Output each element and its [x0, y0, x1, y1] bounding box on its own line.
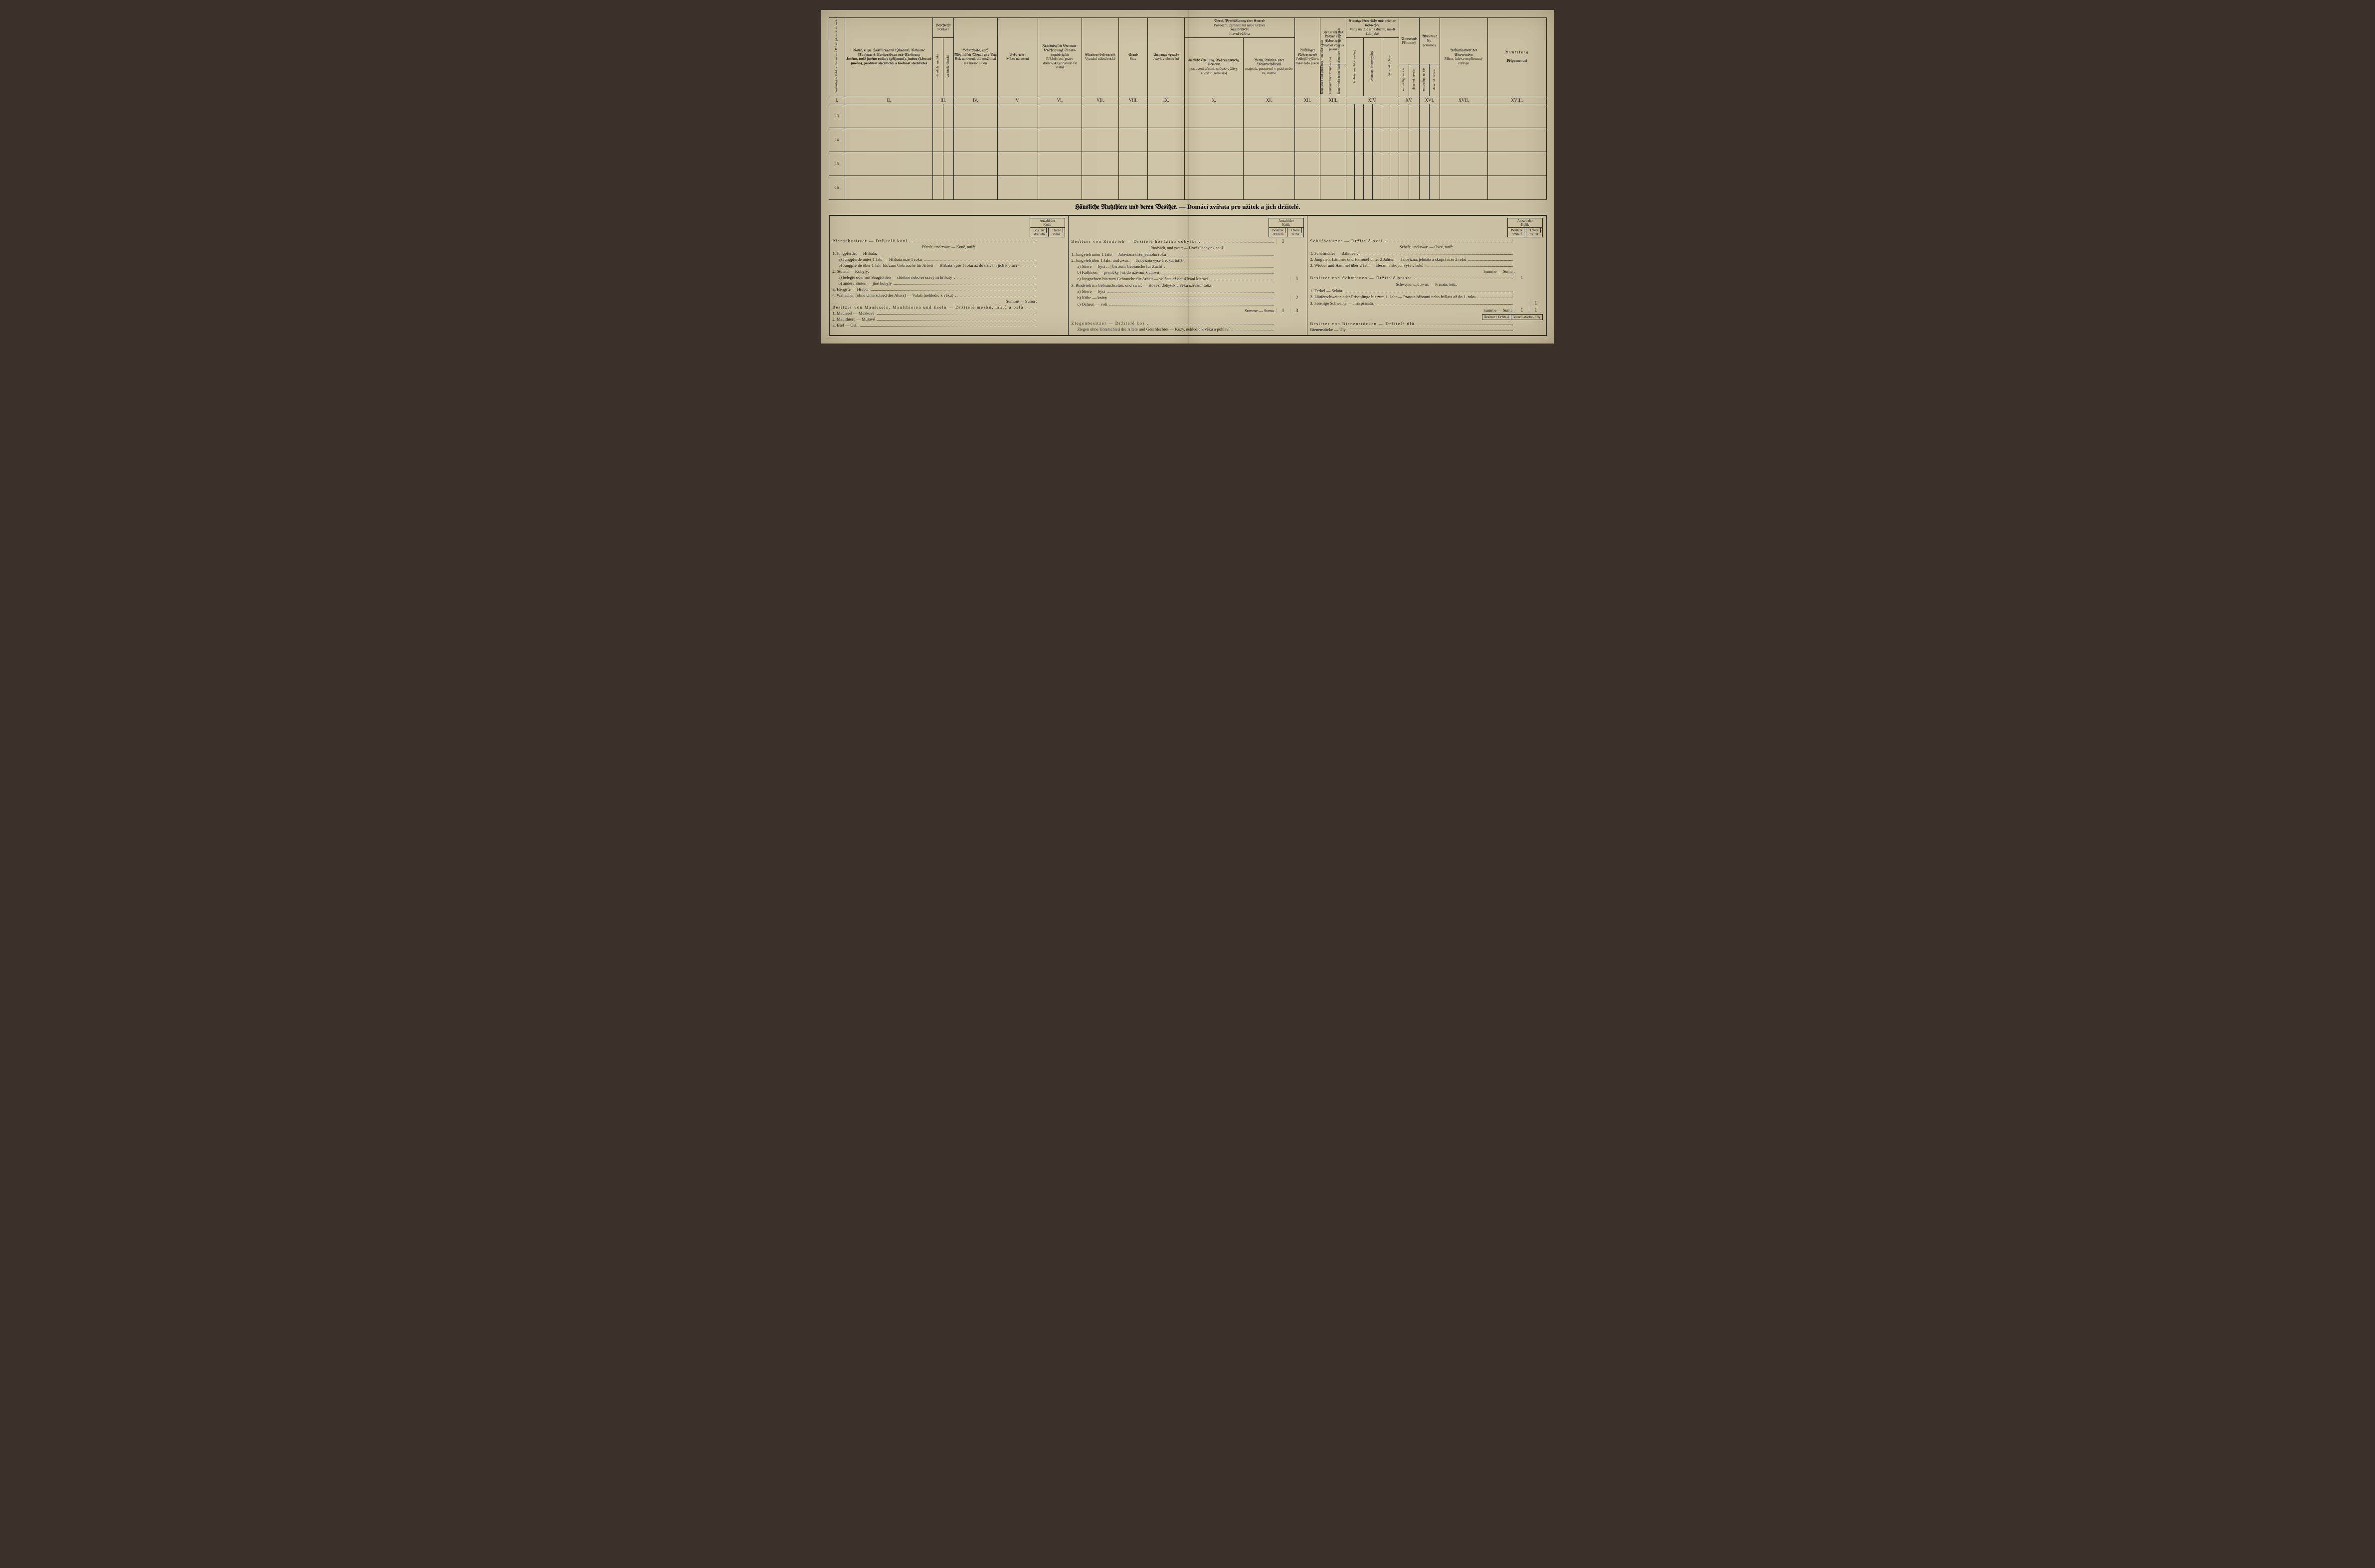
- item: c) Jungochsen bis zum Gebrauche für Arbe…: [1078, 276, 1208, 281]
- col8-header: StandStav: [1118, 18, 1148, 96]
- item: 3. Hengste — Hřebci: [833, 287, 869, 292]
- col4-header: Geburtsjahr, nach Möglichkeit Monat und …: [953, 18, 997, 96]
- item: 3. Rindvieh im Gebrauchsalter, und zwar:…: [1072, 283, 1213, 288]
- col10-11-group: Beruf, Beschäftigung oder Erwerb Povolán…: [1185, 18, 1295, 38]
- pig-owners: Besitzer von Schweinen — Držitelé prasat: [1310, 275, 1413, 280]
- table-row: 15: [829, 152, 1546, 176]
- roman-numeral-row: I.II. III. IV.V. VI.VII. VIII.IX. X.XI. …: [829, 96, 1546, 104]
- item: 1. Jungvieh unter 1 Jahr — Jalovizna níž…: [1072, 252, 1166, 257]
- horse-owners: Pferdebesitzer — Držitelé koní: [833, 238, 908, 243]
- col14-sub1: taubstumm / hluchoněmý: [1346, 37, 1363, 96]
- item: b) andere Stuten — jiné kobyly: [839, 281, 892, 286]
- col10-header: ämtliche Stellung, Nahrungszweig, Gewerb…: [1185, 37, 1244, 96]
- item: 1. Schafmütter — Bahnice: [1310, 251, 1356, 256]
- item: 1. Jungpferde: — Hříbata:: [833, 251, 877, 256]
- table-row: 16: [829, 176, 1546, 200]
- kolik-box: Anzahl derKolik BesitzerdržitelůThierezv…: [1507, 218, 1542, 237]
- item: b) Kühe — krávy: [1078, 295, 1107, 300]
- col13-subs: kann lesen und schreiben / umí číst a ps…: [1320, 64, 1346, 96]
- col6-header: Zuständigkeit (Heimats-berechtigung), St…: [1038, 18, 1082, 96]
- col15-header: AnwesendPřítomný: [1399, 18, 1419, 64]
- bee-owners: Besitzer von Bienenstöcken — Držitelé úl…: [1310, 321, 1415, 326]
- col16-sub2: dauernd / trvale: [1430, 64, 1440, 96]
- col3-male: männlich / mužské: [933, 37, 943, 96]
- item: b) Kalbinen — prvničky | až do užívání k…: [1078, 270, 1159, 275]
- sum: Summe — Suma .: [1483, 308, 1514, 313]
- item: 3. Widder und Hammel über 2 Jahr — Beran…: [1310, 263, 1424, 268]
- kolik-box: Anzahl derKolik BesitzerdržitelůThierezv…: [1269, 218, 1303, 237]
- item: 1. Ferkel — Selata: [1310, 288, 1342, 293]
- horses-column: Anzahl derKolik BesitzerdržitelůThierezv…: [830, 216, 1069, 335]
- sheep-pigs-column: Anzahl derKolik BesitzerdržitelůThierezv…: [1307, 216, 1546, 335]
- sheep-owners: Schafbesitzer — Držitelé ovcí: [1310, 238, 1383, 243]
- sum: Summe — Suma .: [1483, 269, 1514, 274]
- cattle-column: Anzahl derKolik BesitzerdržitelůThierezv…: [1069, 216, 1307, 335]
- horses-subhead: Pferde, und zwar: — Koně, totiž:: [833, 245, 1065, 249]
- item: 2. Jungvieh über 1 Jahr, und zwar: — Jal…: [1072, 258, 1184, 263]
- col14-sub2: irrsinnig / choromyslný: [1363, 37, 1381, 96]
- animals-block: Anzahl derKolik BesitzerdržitelůThierezv…: [829, 215, 1547, 336]
- table-row: 13: [829, 104, 1546, 128]
- item: 2. Läuferschweine oder Frischlinge bis z…: [1310, 294, 1476, 299]
- kolik-box: Anzahl derKolik BesitzerdržitelůThierezv…: [1030, 218, 1065, 237]
- item: a) Jungpferde unter 1 Jahr — Hříbata níž…: [839, 257, 922, 262]
- item: Bienenstöcke — Úly: [1310, 327, 1346, 332]
- col9-header: Umgangs-spracheJazyk v obcování: [1148, 18, 1185, 96]
- sheep-subhead: Schafe, und zwar: — Ovce, totiž:: [1310, 245, 1543, 249]
- col17-header: Aufenthaltsort des AbwesendenMísto, kde …: [1440, 18, 1487, 96]
- item: Ziegen ohne Unterschied des Alters und G…: [1078, 327, 1230, 332]
- col14-header: Etwaige körperliche und geistige Gebrech…: [1346, 18, 1399, 38]
- col3-header: GeschlechtPohlaví: [933, 18, 953, 38]
- col16-header: AbwesendNe-přítomný: [1419, 18, 1440, 64]
- col15-sub2: dauernd / trvale: [1409, 64, 1420, 96]
- col15-sub1: zeitweilig / na čas: [1399, 64, 1409, 96]
- col18-header: AnmerkungPřipomenutí: [1487, 18, 1546, 96]
- col16-sub1: zeitweilig / na čas: [1419, 64, 1430, 96]
- col7-header: Glaubens-bekenntnißVyznání náboženské: [1082, 18, 1119, 96]
- col3-female: weiblich / ženské: [943, 37, 954, 96]
- item: 2. Maulthiere — Mulové: [833, 317, 875, 322]
- col2-header: Name, u. zw. Familienname (Zuname), Vorn…: [845, 18, 933, 96]
- item: a) belegte oder mit Saugfohlen — shřebné…: [839, 275, 952, 280]
- pig-subhead: Schweine, und zwar: — Prasata, totiž:: [1310, 282, 1543, 287]
- item: 3. Esel — Osli: [833, 323, 858, 328]
- col5-header: GeburtsortMísto narození: [997, 18, 1038, 96]
- bee-kolik-box: Besitzer / DržiteléBienen-stöcke / Úly: [1482, 314, 1543, 320]
- item: 2. Jungvieh, Lämmer und Hammel unter 2 J…: [1310, 257, 1466, 262]
- item: 3. Sonstige Schweine — Jiná prasata: [1310, 301, 1373, 306]
- item: 2. Stuten: — Kobyly:: [833, 269, 869, 274]
- item: 1. Maulesel — Mezkové: [833, 311, 875, 316]
- item: a) Stiere — býci: [1078, 289, 1105, 294]
- document-page: Fortlaufende Zahl der Personen / Pořád. …: [821, 10, 1554, 344]
- item: b) Jungpferde über 1 Jahr bis zum Gebrau…: [839, 263, 1017, 268]
- item: 4. Wallachen (ohne Unterschied des Alter…: [833, 293, 953, 298]
- table-row: 14: [829, 128, 1546, 152]
- col13-header: Kenntniß des Lesens und SchreibensZnalos…: [1320, 18, 1346, 64]
- cattle-owners: Besitzer von Rindvieh — Držitelé hovězíh…: [1072, 239, 1197, 244]
- item: a) Stiere — býci . . | bis zum Gebrauche…: [1078, 264, 1162, 269]
- sum: Summe — Suma .: [1006, 299, 1037, 304]
- col11-header: Besitz, Arbeits- oder Dienstverhältnißma…: [1243, 37, 1294, 96]
- mule-owners: Besitzer von Mauleseln, Maulthieren und …: [833, 305, 1024, 310]
- col12-header: Allfälliger NebenerwerbVedlejší výživa, …: [1294, 18, 1320, 96]
- goat-owners: Ziegenbesitzer — Držitelé koz: [1072, 321, 1145, 326]
- census-table: Fortlaufende Zahl der Personen / Pořád. …: [829, 17, 1547, 200]
- col14-sub3: blödsinnig / blbý: [1381, 37, 1399, 96]
- animals-section-title: Häusliche Nutzthiere und deren Besitzer.…: [829, 200, 1547, 213]
- item: c) Ochsen — voli: [1078, 302, 1107, 307]
- cattle-subhead: Rindvieh, und zwar: — Hovězí dobytek, to…: [1072, 246, 1304, 250]
- sum: Summe — Suma .: [1245, 308, 1276, 313]
- col1-header: Fortlaufende Zahl der Personen / Pořád. …: [835, 19, 839, 94]
